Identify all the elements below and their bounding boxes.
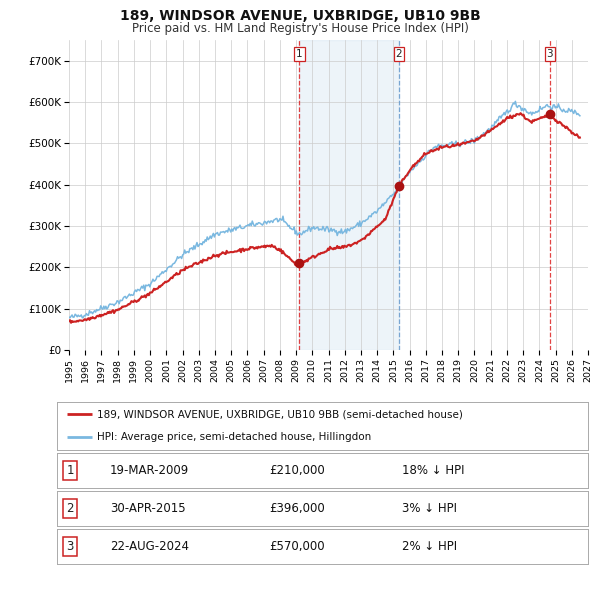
Text: Price paid vs. HM Land Registry's House Price Index (HPI): Price paid vs. HM Land Registry's House … [131, 22, 469, 35]
Text: HPI: Average price, semi-detached house, Hillingdon: HPI: Average price, semi-detached house,… [97, 431, 371, 441]
Text: 189, WINDSOR AVENUE, UXBRIDGE, UB10 9BB: 189, WINDSOR AVENUE, UXBRIDGE, UB10 9BB [119, 9, 481, 23]
Text: 19-MAR-2009: 19-MAR-2009 [110, 464, 190, 477]
Text: 1: 1 [296, 50, 303, 60]
Text: 18% ↓ HPI: 18% ↓ HPI [402, 464, 464, 477]
Text: 3: 3 [67, 540, 74, 553]
Text: 3% ↓ HPI: 3% ↓ HPI [402, 502, 457, 515]
Bar [299, 40, 399, 350]
Text: £570,000: £570,000 [269, 540, 325, 553]
Text: 2% ↓ HPI: 2% ↓ HPI [402, 540, 457, 553]
Text: 1: 1 [67, 464, 74, 477]
Text: 22-AUG-2024: 22-AUG-2024 [110, 540, 189, 553]
Text: 3: 3 [547, 50, 553, 60]
Text: £396,000: £396,000 [269, 502, 325, 515]
Text: £210,000: £210,000 [269, 464, 325, 477]
Text: 189, WINDSOR AVENUE, UXBRIDGE, UB10 9BB (semi-detached house): 189, WINDSOR AVENUE, UXBRIDGE, UB10 9BB … [97, 409, 463, 419]
Text: 30-APR-2015: 30-APR-2015 [110, 502, 186, 515]
Bar [550, 40, 588, 350]
Text: 2: 2 [395, 50, 402, 60]
Text: 2: 2 [67, 502, 74, 515]
